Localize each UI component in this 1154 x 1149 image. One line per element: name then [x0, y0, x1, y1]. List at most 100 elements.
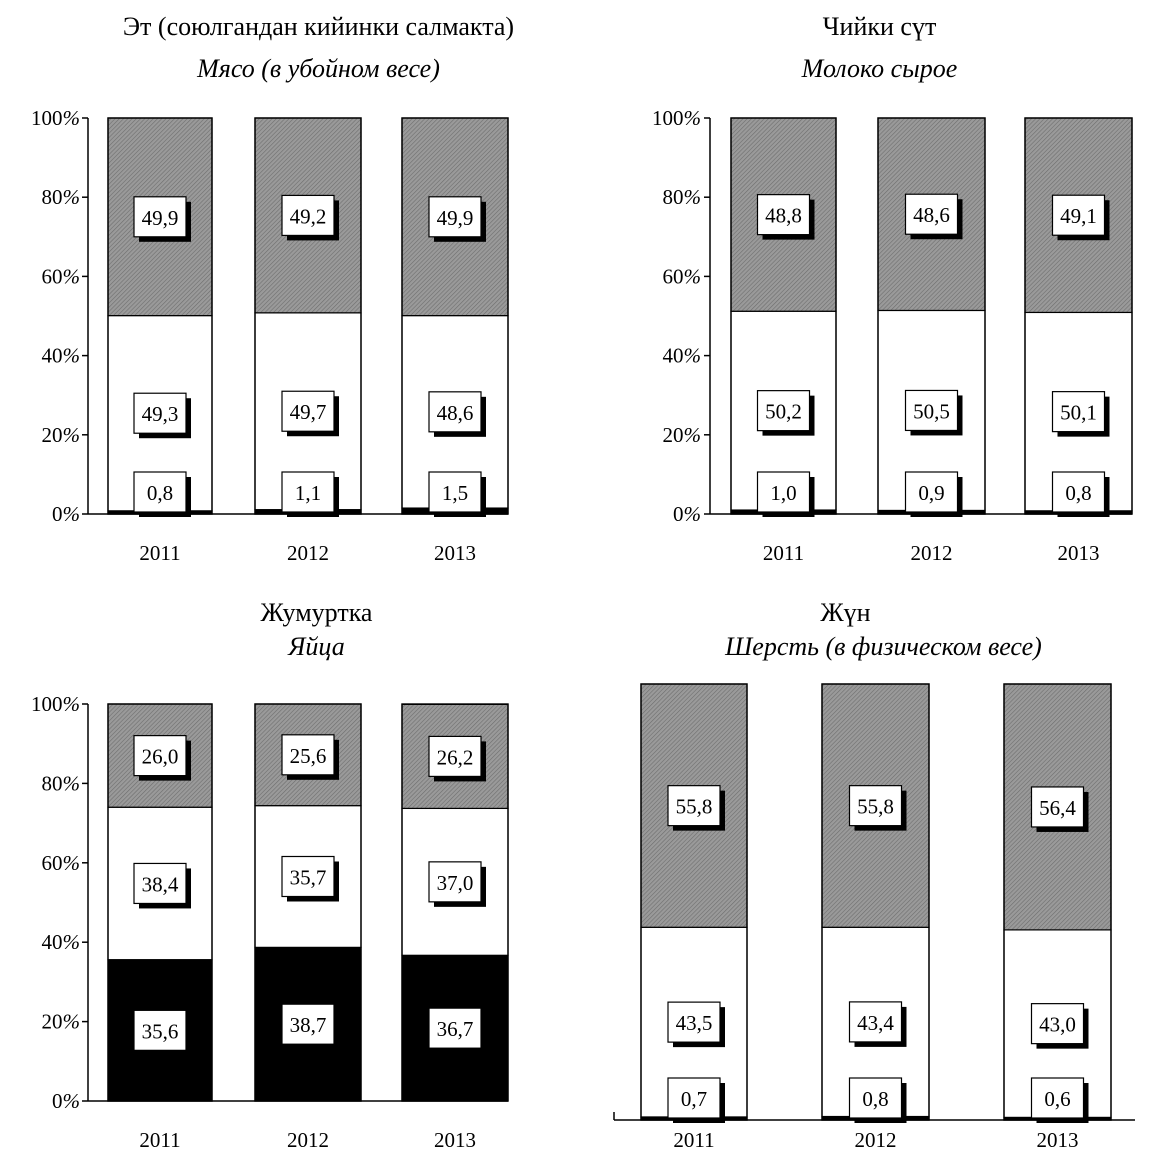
data-label: 35,6	[142, 1019, 179, 1043]
bar-outline	[401, 703, 509, 1102]
data-label: 49,7	[290, 400, 327, 424]
data-label-box	[281, 1003, 335, 1045]
data-label-box	[756, 471, 811, 513]
stacked-bar-chart-wool: 0,7 43,5 55,8 2011 0,8 43,4 55,8 2012 0,6 43,0 56,…	[613, 683, 1135, 1149]
y-tick-label: 60%	[663, 264, 702, 288]
data-label: 43,4	[857, 1011, 894, 1035]
chart-subtitle: Мясо (в убойном весе)	[197, 54, 440, 83]
data-label: 55,8	[857, 795, 894, 819]
x-tick-label: 2012	[855, 1128, 897, 1149]
x-tick-label: 2011	[139, 1128, 180, 1149]
y-tick-label: 60%	[42, 264, 81, 288]
data-label: 36,7	[437, 1017, 474, 1041]
y-tick-label: 40%	[663, 344, 702, 368]
stacked-bar-chart-meat: 0% 20% 40% 60% 80% 100% 0,8 49,3 49,9 2011 1,1 49,7…	[31, 106, 509, 565]
data-label: 48,6	[437, 401, 474, 425]
data-label-box	[133, 1009, 187, 1051]
y-tick-label: 100%	[652, 106, 701, 130]
chart-subtitle: Яйца	[288, 632, 345, 661]
data-label-box	[428, 735, 482, 778]
data-label: 0,8	[147, 481, 173, 505]
data-label: 43,5	[676, 1011, 713, 1035]
chart-subtitle: Шерсть (в физическом весе)	[725, 632, 1042, 661]
data-label-box	[904, 389, 959, 432]
data-label: 1,1	[295, 481, 321, 505]
y-tick-label: 60%	[42, 851, 81, 875]
x-tick-label: 2013	[434, 1128, 476, 1149]
data-label-box	[428, 196, 482, 238]
data-label-box	[1030, 1003, 1085, 1045]
x-tick-label: 2011	[673, 1128, 714, 1149]
data-label-box	[428, 391, 482, 433]
data-label: 35,7	[290, 865, 327, 889]
data-label: 25,6	[290, 744, 327, 768]
x-tick-label: 2012	[287, 1128, 329, 1149]
x-tick-label: 2012	[911, 541, 953, 565]
data-label-box	[281, 194, 335, 237]
data-label: 0,7	[681, 1087, 707, 1111]
data-label: 48,8	[765, 204, 802, 228]
data-label: 37,0	[437, 871, 474, 895]
data-label: 1,5	[442, 481, 468, 505]
y-tick-label: 20%	[42, 423, 81, 447]
data-label-box	[428, 861, 482, 903]
data-label: 38,4	[142, 872, 179, 896]
chart-title: Жумуртка	[260, 598, 373, 627]
stacked-bar-chart-milk: 0% 20% 40% 60% 80% 100% 1,0 50,2 48,8 2011 0,9 50,5…	[652, 106, 1133, 565]
data-label-box	[133, 392, 187, 434]
y-tick-label: 20%	[42, 1010, 81, 1034]
data-label-box	[756, 390, 811, 432]
bar-outline	[107, 703, 213, 1102]
data-label-box	[1030, 786, 1085, 828]
chart-panel-meat: Эт (союлгандан кийинки салмакта) Мясо (в…	[0, 0, 577, 575]
chart-panel-wool: Жүн Шерсть (в физическом весе) 0,7 43,5 55…	[577, 575, 1154, 1149]
chart-panel-eggs: Жумуртка Яйца 0% 20% 40% 60% 80% 100% 35,6 38,4…	[0, 575, 577, 1149]
data-label-box	[281, 471, 335, 513]
data-label: 0,8	[1065, 481, 1091, 505]
chart-title: Эт (союлгандан кийинки салмакта)	[122, 12, 515, 41]
data-label-box	[133, 196, 187, 238]
y-tick-label: 80%	[42, 771, 81, 795]
bar-outline	[254, 703, 362, 1102]
x-tick-label: 2013	[434, 541, 476, 565]
data-label: 50,1	[1060, 401, 1097, 425]
data-label: 49,9	[437, 206, 474, 230]
x-tick-label: 2013	[1058, 541, 1100, 565]
data-label: 26,2	[437, 745, 474, 769]
y-tick-label: 0%	[52, 1089, 80, 1113]
data-label: 50,2	[765, 400, 802, 424]
data-label-box	[1051, 194, 1106, 236]
data-label-box	[667, 1077, 721, 1119]
data-label: 49,1	[1060, 204, 1097, 228]
y-tick-label: 80%	[663, 185, 702, 209]
y-tick-label: 0%	[673, 502, 701, 526]
data-label: 0,6	[1044, 1087, 1070, 1111]
chart-panel-milk: Чийки сүт Молоко сырое 0% 20% 40% 60% 80% 100…	[577, 0, 1154, 575]
data-label-box	[756, 194, 811, 236]
data-label-box	[848, 1001, 903, 1043]
chart-subtitle: Молоко сырое	[801, 54, 958, 83]
data-label-box	[1051, 471, 1106, 513]
data-label: 49,2	[290, 204, 327, 228]
data-label-box	[1030, 1077, 1085, 1119]
x-tick-label: 2011	[139, 541, 180, 565]
data-label: 49,3	[142, 402, 179, 426]
x-tick-label: 2011	[763, 541, 804, 565]
data-label-box	[133, 735, 187, 777]
data-label-box	[428, 471, 482, 513]
data-label: 56,4	[1039, 796, 1076, 820]
data-label-box	[281, 390, 335, 432]
data-label-box	[904, 471, 959, 513]
data-label: 49,9	[142, 206, 179, 230]
y-tick-label: 0%	[52, 502, 80, 526]
y-tick-label: 80%	[42, 185, 81, 209]
data-label-box	[133, 471, 187, 513]
data-label-box	[281, 734, 335, 776]
stacked-bar-chart-eggs: 0% 20% 40% 60% 80% 100% 35,6 38,4 26,0 2011 38,7 35…	[31, 692, 509, 1149]
y-tick-label: 100%	[31, 692, 80, 716]
data-label-box	[667, 785, 721, 827]
data-label: 38,7	[290, 1013, 327, 1037]
data-label: 48,6	[913, 203, 950, 227]
y-tick-label: 40%	[42, 930, 81, 954]
data-label: 43,0	[1039, 1013, 1076, 1037]
